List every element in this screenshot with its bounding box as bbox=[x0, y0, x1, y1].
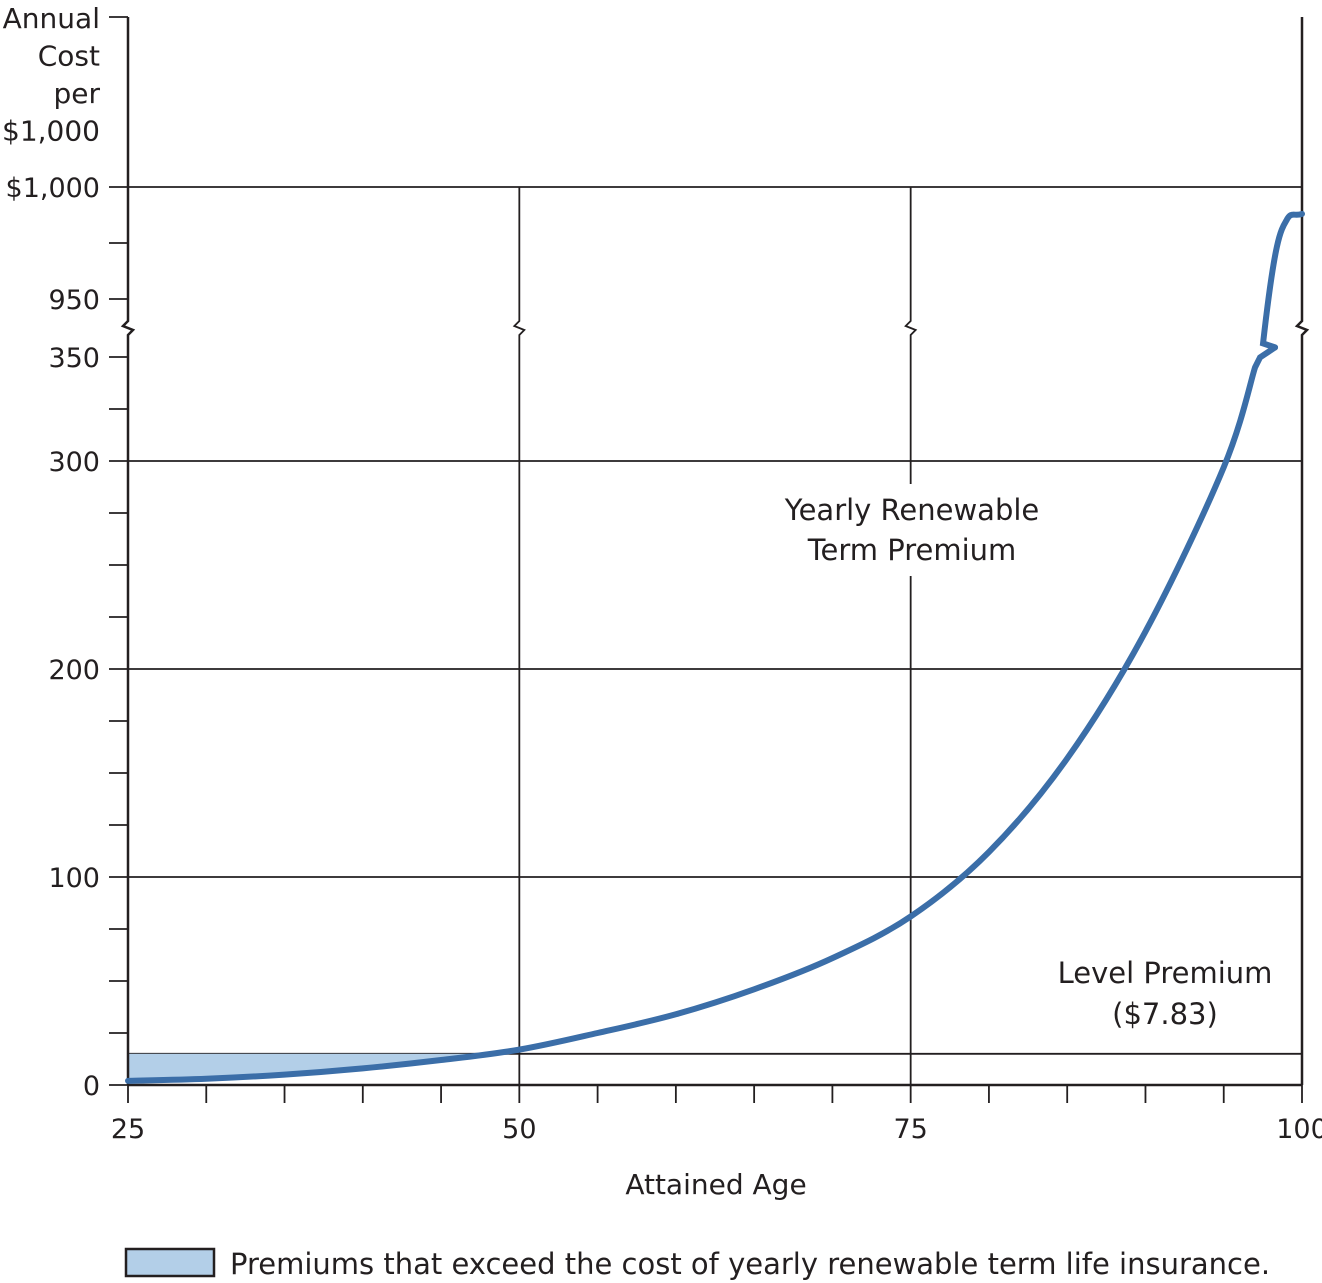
x-tick-labels: 25 50 75 100 bbox=[111, 1114, 1322, 1145]
y-tick-label: 300 bbox=[48, 447, 100, 478]
legend: Premiums that exceed the cost of yearly … bbox=[124, 1247, 1270, 1281]
yrt-premium-curve-upper bbox=[1259, 210, 1305, 351]
yrt-premium-curve-lower bbox=[125, 344, 1279, 1084]
level-premium-label: ($7.83) bbox=[1112, 997, 1218, 1031]
y-axis-label-line: Cost bbox=[38, 40, 100, 73]
axes bbox=[109, 16, 1303, 1103]
annotation-backing bbox=[780, 484, 1042, 576]
overpremium-fill bbox=[128, 1053, 489, 1081]
x-tick-label: 25 bbox=[111, 1114, 145, 1145]
y-tick-label: 100 bbox=[48, 863, 100, 894]
overpremium-area bbox=[128, 1053, 489, 1081]
y-tick-label: 350 bbox=[48, 343, 100, 374]
gridline-x-75 bbox=[904, 187, 918, 1085]
right-frame-line bbox=[1294, 17, 1310, 1085]
y-tick-label: 950 bbox=[48, 285, 100, 316]
y-tick-label: $1,000 bbox=[6, 173, 100, 204]
x-axis-label: Attained Age bbox=[625, 1168, 806, 1201]
gridline-x-50 bbox=[512, 187, 526, 1085]
y-axis-label-line: per bbox=[53, 77, 100, 110]
x-tick-label: 50 bbox=[502, 1114, 536, 1145]
legend-swatch bbox=[124, 1247, 216, 1278]
y-axis-line bbox=[120, 17, 136, 1085]
yrt-premium-label: Yearly Renewable bbox=[784, 493, 1040, 527]
x-tick-label: 75 bbox=[893, 1114, 927, 1145]
legend-text: Premiums that exceed the cost of yearly … bbox=[230, 1247, 1270, 1281]
y-tick-labels: 0 100 200 300 350 950 $1,000 bbox=[6, 173, 100, 1102]
y-tick-label: 200 bbox=[48, 655, 100, 686]
series-lines bbox=[125, 210, 1305, 1084]
y-axis-label: Annual Cost per $1,000 bbox=[2, 2, 100, 148]
y-axis-label-line: $1,000 bbox=[2, 115, 100, 148]
annotations: Yearly Renewable Term Premium Level Premiu… bbox=[780, 484, 1272, 1031]
level-premium-label: Level Premium bbox=[1058, 956, 1273, 990]
yrt-premium-label: Term Premium bbox=[807, 533, 1017, 567]
y-axis-label-line: Annual bbox=[3, 2, 100, 35]
x-tick-label: 100 bbox=[1276, 1114, 1322, 1145]
y-tick-label: 0 bbox=[83, 1071, 100, 1102]
grid-lines bbox=[128, 17, 1310, 1085]
